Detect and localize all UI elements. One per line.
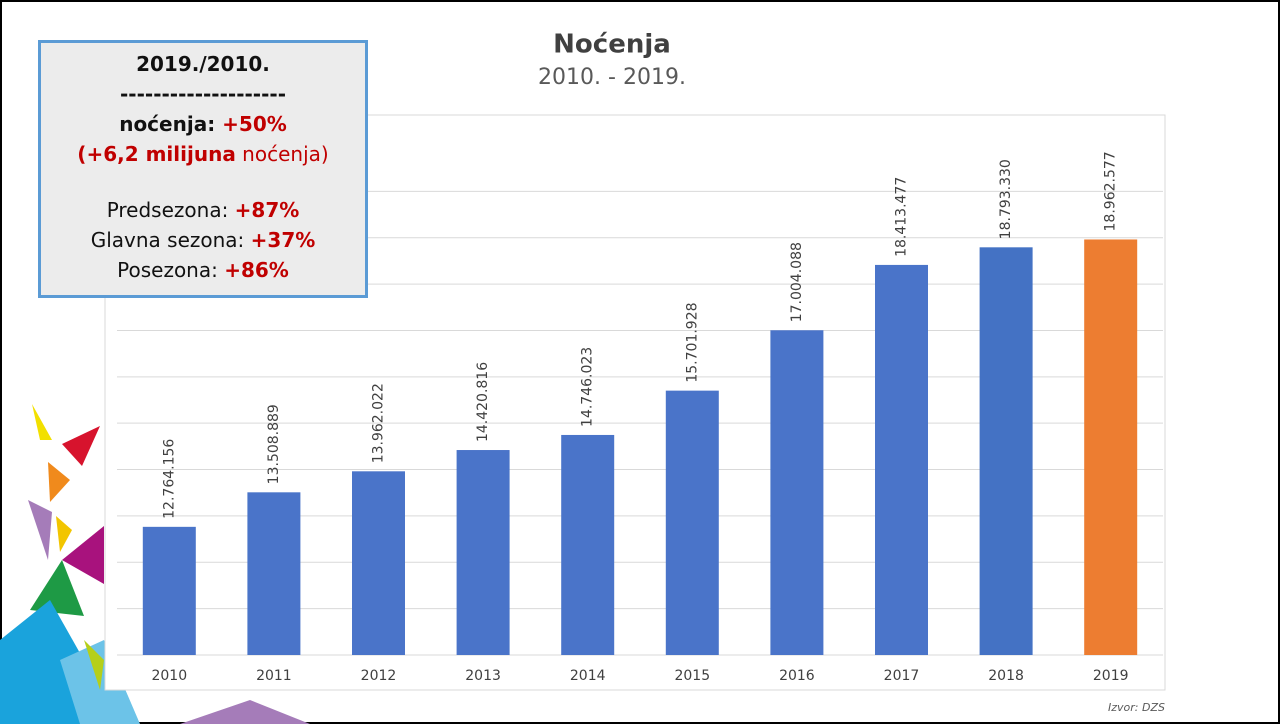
bar [247,492,301,655]
info-group: Predsezona: +87% Glavna sezona: +37% Posez… [41,195,365,285]
value-label: 18.793.330 [998,159,1014,239]
info-line: Glavna sezona: +37% [41,225,365,255]
chart-subtitle: 2010. - 2019. [538,65,686,90]
chart-title: Noćenja [553,30,671,60]
info-text: +86% [224,258,289,282]
bar [875,264,928,655]
source-note: Izvor: DZS [1108,701,1165,714]
x-tick-label: 2014 [570,668,606,684]
value-label: 13.962.022 [371,383,387,463]
info-text: Predsezona: [106,198,235,222]
value-label: 13.508.889 [266,404,282,484]
x-tick-label: 2017 [884,668,920,684]
info-text: Posezona: [117,258,225,282]
info-text: +87% [234,198,300,222]
value-label: 17.004.088 [789,242,805,322]
value-label: 18.413.477 [894,177,910,257]
x-tick-label: 2012 [361,668,397,684]
info-line: Predsezona: +87% [41,195,365,225]
value-label: 12.764.156 [161,439,177,519]
bar [1084,239,1138,655]
bar [142,526,196,655]
bar [770,330,824,655]
info-text: +37% [250,228,316,252]
info-line: (+6,2 milijuna noćenja) [41,139,365,169]
info-heading: 2019./2010. [136,52,270,76]
bar [665,390,719,655]
info-text: noćenja) [235,142,329,166]
info-text: +50% [222,112,287,136]
info-group: noćenja: +50% (+6,2 milijuna noćenja) [41,109,365,169]
info-line: noćenja: +50% [41,109,365,139]
x-tick-label: 2019 [1093,668,1129,684]
value-label: 14.746.023 [580,347,596,427]
bar [561,434,615,655]
info-text: (+6,2 milijuna [77,142,236,166]
info-rule: -------------------- [119,82,286,106]
x-tick-label: 2013 [465,668,501,684]
bar [979,247,1033,655]
value-label: 15.701.928 [684,302,700,382]
info-box: 2019./2010. -------------------- noćenja: … [38,40,368,298]
bar [456,450,510,655]
x-tick-label: 2018 [988,668,1024,684]
info-line: Posezona: +86% [41,255,365,285]
x-tick-label: 2011 [256,668,292,684]
value-label: 14.420.816 [475,362,491,442]
x-tick-label: 2010 [151,668,187,684]
info-text: noćenja: [119,112,223,136]
info-text: Glavna sezona: [90,228,251,252]
decoration [0,404,310,724]
bar [352,471,405,655]
x-tick-label: 2016 [779,668,815,684]
x-tick-label: 2015 [674,668,710,684]
value-label: 18.962.577 [1103,151,1119,231]
